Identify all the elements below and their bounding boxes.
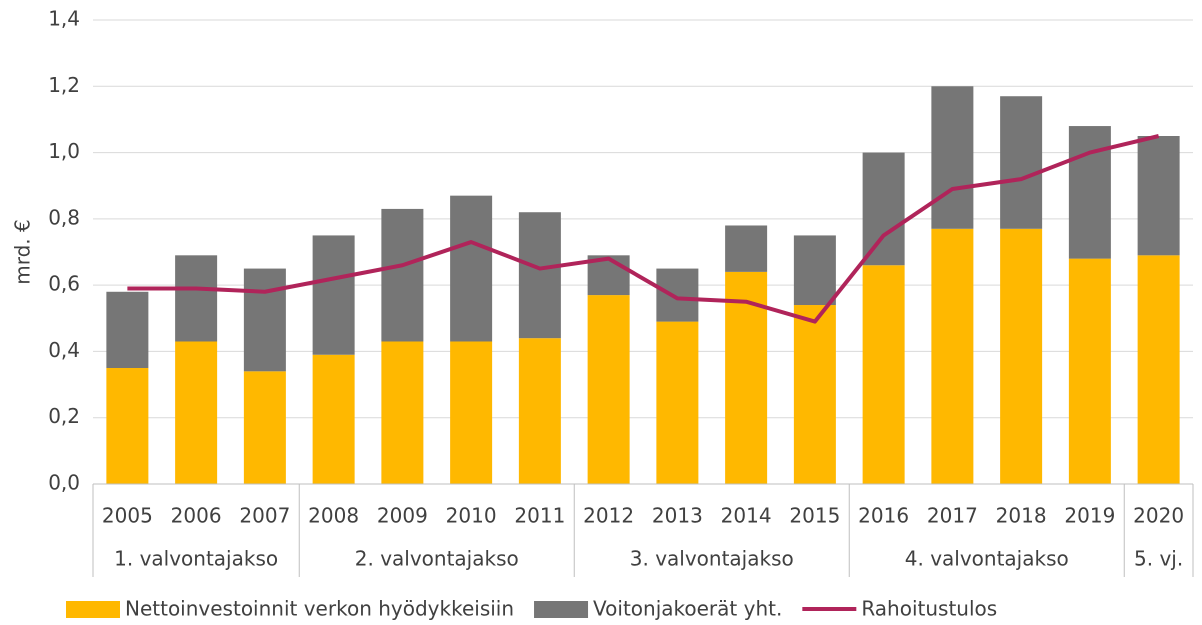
bar xyxy=(450,195,493,342)
y-tick-label: 0,8 xyxy=(48,205,80,229)
y-tick-label: 1,2 xyxy=(48,73,80,97)
x-tick-label: 2016 xyxy=(858,504,909,528)
line xyxy=(127,134,1160,324)
x-tick-label: 2018 xyxy=(996,504,1047,528)
bar xyxy=(518,212,561,339)
bar xyxy=(450,341,493,484)
bar xyxy=(656,268,699,322)
y-tick-label: 1,0 xyxy=(48,139,80,163)
x-tick-label: 2012 xyxy=(583,504,634,528)
x-tick-label: 2007 xyxy=(239,504,290,528)
bar xyxy=(656,321,699,484)
bar xyxy=(931,86,974,229)
x-tick-label: 2019 xyxy=(1064,504,1115,528)
y-tick-label: 0,4 xyxy=(48,338,80,362)
bar xyxy=(793,305,836,484)
bar xyxy=(243,371,286,484)
bar xyxy=(793,235,836,306)
x-tick-label: 2011 xyxy=(514,504,565,528)
group-label: 4. valvontajakso xyxy=(905,547,1069,571)
y-tick-label: 1,4 xyxy=(48,7,80,31)
bar xyxy=(587,295,630,484)
x-tick-label: 2015 xyxy=(789,504,840,528)
legend-swatch xyxy=(66,601,120,618)
x-tick-label: 2009 xyxy=(377,504,428,528)
group-label: 2. valvontajakso xyxy=(355,547,519,571)
legend-swatch xyxy=(534,601,589,618)
bar xyxy=(312,235,355,355)
bar xyxy=(1068,258,1111,484)
x-tick-label: 2014 xyxy=(721,504,772,528)
bar xyxy=(175,255,218,342)
y-tick-label: 0,6 xyxy=(48,272,80,296)
bar xyxy=(312,354,355,484)
legend-label: Voitonjakoerät yht. xyxy=(593,597,782,621)
bar xyxy=(1068,126,1111,259)
bar xyxy=(862,265,905,484)
bar xyxy=(725,225,768,272)
bar xyxy=(1000,228,1043,484)
legend-label: Nettoinvestoinnit verkon hyödykkeisiin xyxy=(125,597,514,621)
y-axis-title: mrd. € xyxy=(11,219,35,285)
bar xyxy=(381,208,424,342)
bar xyxy=(931,228,974,484)
x-tick-label: 2005 xyxy=(102,504,153,528)
bar xyxy=(862,152,905,266)
legend-label: Rahoitustulos xyxy=(861,597,997,621)
y-tick-label: 0,0 xyxy=(48,471,80,495)
bar xyxy=(175,341,218,484)
bar xyxy=(381,341,424,484)
bar xyxy=(1000,96,1043,229)
x-tick-label: 2008 xyxy=(308,504,359,528)
bar xyxy=(1137,255,1180,484)
x-tick-label: 2017 xyxy=(927,504,978,528)
bar xyxy=(106,291,149,368)
group-label: 3. valvontajakso xyxy=(630,547,794,571)
x-tick-label: 2006 xyxy=(171,504,222,528)
x-tick-label: 2020 xyxy=(1133,504,1184,528)
bar xyxy=(106,368,149,484)
bar xyxy=(1137,136,1180,256)
y-tick-label: 0,2 xyxy=(48,404,80,428)
group-label: 1. valvontajakso xyxy=(114,547,278,571)
group-label: 5. vj. xyxy=(1134,547,1183,571)
x-tick-label: 2013 xyxy=(652,504,703,528)
bar xyxy=(518,338,561,484)
bar xyxy=(243,268,286,372)
x-tick-label: 2010 xyxy=(446,504,497,528)
